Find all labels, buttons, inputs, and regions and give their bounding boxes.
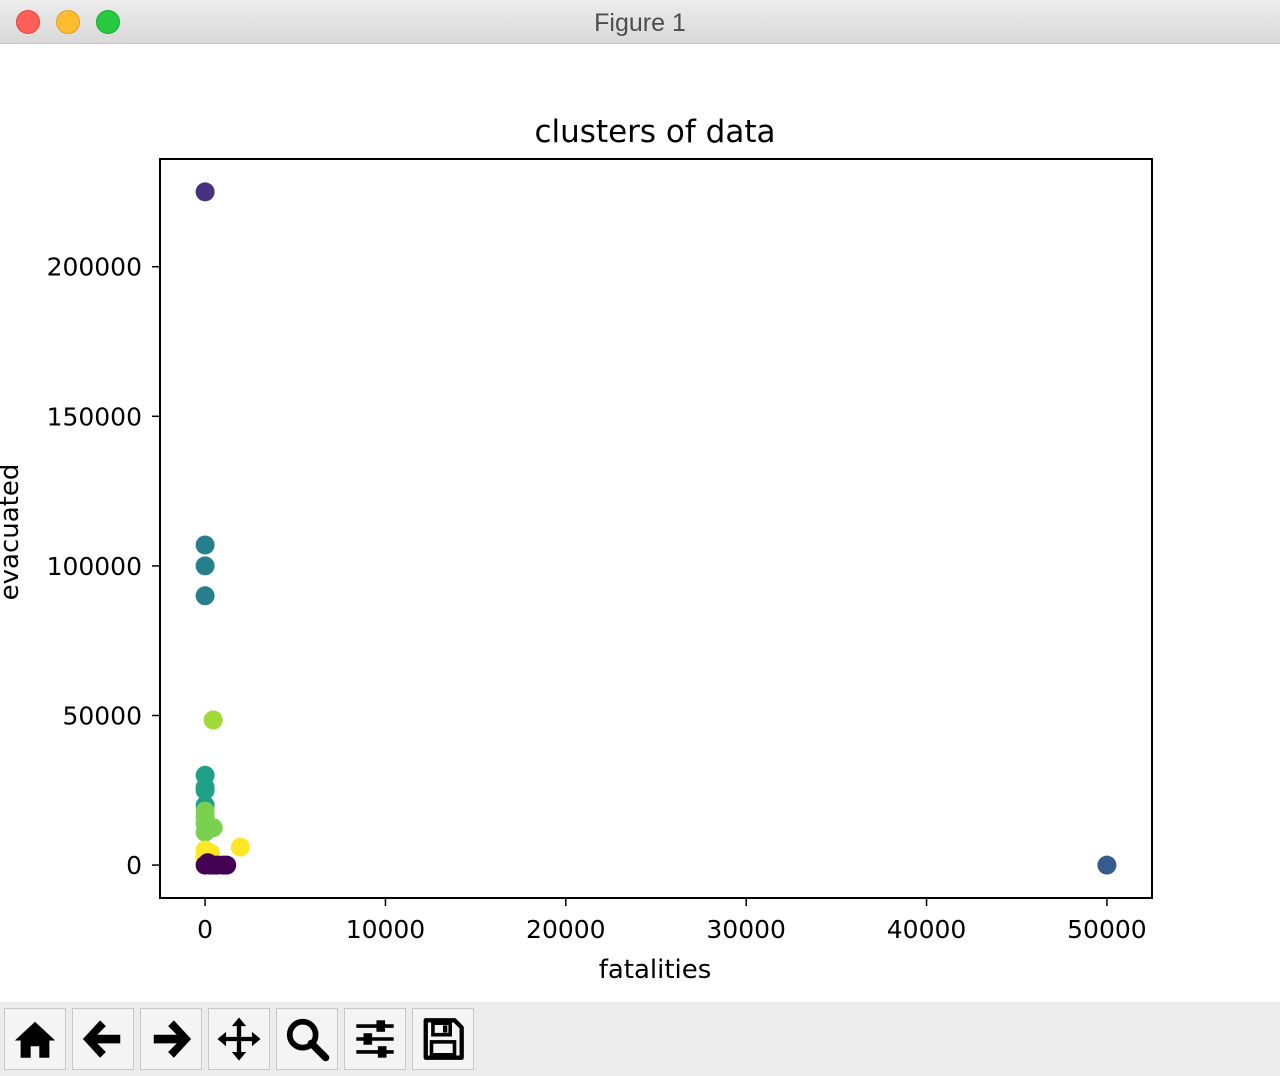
plot-frame bbox=[159, 158, 1153, 899]
data-point bbox=[217, 855, 237, 875]
x-tick-label: 30000 bbox=[706, 915, 786, 944]
data-point bbox=[195, 182, 215, 202]
x-tick-label: 40000 bbox=[887, 915, 967, 944]
sliders-icon bbox=[356, 1020, 394, 1058]
navigation-toolbar bbox=[0, 1002, 1280, 1076]
x-tick-label: 10000 bbox=[346, 915, 426, 944]
x-tick-label: 50000 bbox=[1067, 915, 1147, 944]
y-tick-label: 50000 bbox=[62, 701, 142, 730]
y-axis-label: evacuated bbox=[0, 464, 25, 601]
axis-ticks: 0 10000 20000 30000 40000 50000 0 50000 100000 15… bbox=[47, 253, 1147, 944]
zoom-button[interactable] bbox=[276, 1008, 338, 1070]
move-icon bbox=[217, 1017, 261, 1061]
configure-subplots-button[interactable] bbox=[344, 1008, 406, 1070]
zoom-window-button[interactable] bbox=[96, 10, 120, 34]
chart-title: clusters of data bbox=[535, 114, 776, 150]
save-button[interactable] bbox=[412, 1008, 474, 1070]
data-point bbox=[195, 535, 215, 555]
minimize-window-button[interactable] bbox=[56, 10, 80, 34]
y-tick-label: 0 bbox=[126, 851, 142, 880]
window-title: Figure 1 bbox=[594, 9, 686, 37]
forward-button[interactable] bbox=[140, 1008, 202, 1070]
x-tick-label: 20000 bbox=[526, 915, 606, 944]
data-point bbox=[195, 586, 215, 606]
scatter-chart: clusters of data fatalities evacuated 0 1… bbox=[0, 114, 1153, 985]
search-icon bbox=[286, 1018, 330, 1062]
save-icon bbox=[423, 1018, 464, 1060]
home-button[interactable] bbox=[4, 1008, 66, 1070]
home-icon bbox=[14, 1021, 56, 1058]
back-button[interactable] bbox=[72, 1008, 134, 1070]
y-tick-label: 100000 bbox=[47, 552, 142, 581]
data-point bbox=[203, 710, 223, 730]
data-point bbox=[195, 556, 215, 576]
data-point bbox=[195, 780, 215, 800]
data-point bbox=[1097, 855, 1117, 875]
x-axis-label: fatalities bbox=[599, 955, 712, 985]
data-point bbox=[230, 837, 250, 857]
pan-button[interactable] bbox=[208, 1008, 270, 1070]
scatter-points bbox=[195, 182, 1117, 875]
x-tick-label: 0 bbox=[197, 915, 213, 944]
title-bar: Figure 1 bbox=[0, 0, 1280, 44]
arrow-right-icon bbox=[153, 1020, 192, 1058]
close-window-button[interactable] bbox=[16, 10, 40, 34]
arrow-left-icon bbox=[82, 1020, 121, 1058]
y-tick-label: 150000 bbox=[47, 402, 142, 431]
y-tick-label: 200000 bbox=[47, 253, 142, 282]
data-point bbox=[198, 853, 218, 873]
data-point bbox=[195, 822, 215, 842]
